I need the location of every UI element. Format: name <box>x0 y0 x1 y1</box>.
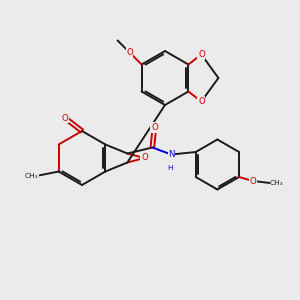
Text: CH₃: CH₃ <box>270 180 284 186</box>
Text: O: O <box>198 97 205 106</box>
Text: O: O <box>126 48 133 57</box>
Text: O: O <box>198 50 205 59</box>
Text: H: H <box>168 164 173 170</box>
Text: O: O <box>61 113 68 122</box>
Text: N: N <box>168 150 175 159</box>
Text: O: O <box>141 154 148 163</box>
Text: O: O <box>151 123 158 132</box>
Text: O: O <box>250 176 256 185</box>
Text: CH₃: CH₃ <box>25 172 39 178</box>
